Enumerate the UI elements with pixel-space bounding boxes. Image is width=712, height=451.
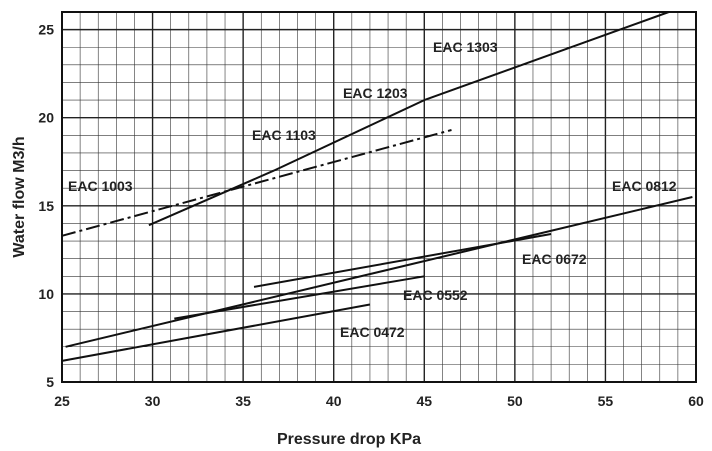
series-line-eac-1303: [423, 11, 670, 102]
y-tick-label: 5: [46, 374, 54, 390]
grid: [61, 11, 697, 383]
series-label-eac-1203: EAC 1203: [343, 85, 408, 101]
series-line-eac-0472: [61, 303, 371, 362]
x-tick-label: 50: [507, 393, 523, 409]
y-tick-label: 10: [38, 286, 54, 302]
series-label-eac-0552: EAC 0552: [403, 287, 468, 303]
series-label-eac-0472: EAC 0472: [340, 324, 405, 340]
series-labels: EAC 0472 EAC 0552 EAC 0672 EAC 0812 EAC 1003…: [68, 39, 677, 340]
series-label-eac-0812: EAC 0812: [612, 178, 677, 194]
y-tick-label: 20: [38, 110, 54, 126]
y-tick-label: 15: [38, 198, 54, 214]
y-tick-labels: 5 10 15 20 25: [38, 22, 54, 390]
x-tick-label: 40: [326, 393, 342, 409]
series-label-eac-1003: EAC 1003: [68, 178, 133, 194]
x-tick-labels: 25 30 35 40 45 50 55 60: [54, 393, 704, 409]
series-line-eac-1003: [61, 129, 452, 237]
series-lines: [61, 11, 693, 362]
series-label-eac-0672: EAC 0672: [522, 251, 587, 267]
x-tick-label: 45: [416, 393, 432, 409]
y-tick-label: 25: [38, 22, 54, 38]
x-axis-title: Pressure drop KPa: [277, 431, 421, 448]
x-tick-label: 25: [54, 393, 70, 409]
series-line-eac-1103: [148, 169, 275, 227]
x-tick-label: 30: [145, 393, 161, 409]
series-line-eac-0812: [65, 196, 693, 348]
series-line-eac-1203: [273, 99, 425, 172]
plot-frame: [61, 11, 697, 383]
x-tick-label: 35: [235, 393, 251, 409]
x-tick-label: 55: [598, 393, 614, 409]
series-label-eac-1103: EAC 1103: [252, 127, 316, 143]
x-tick-label: 60: [688, 393, 704, 409]
series-label-eac-1303: EAC 1303: [433, 39, 498, 55]
y-axis-title: Water flow M3/h: [11, 136, 28, 257]
